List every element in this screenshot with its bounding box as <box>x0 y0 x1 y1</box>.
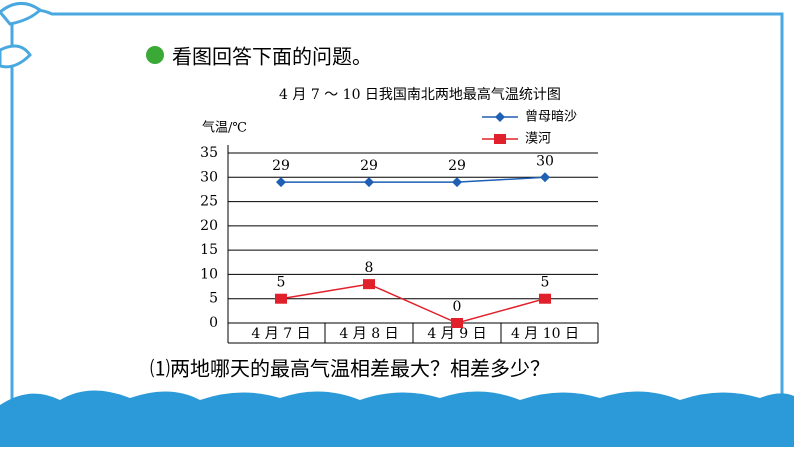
y-tick-label: 20 <box>200 218 218 234</box>
point <box>539 293 551 304</box>
data-label: 0 <box>453 299 462 315</box>
data-label: 5 <box>277 275 286 291</box>
point <box>540 172 550 183</box>
data-label: 8 <box>365 260 374 276</box>
question: ⑴两地哪天的最高气温相差最大？相差多少？ <box>150 357 550 381</box>
x-tick-label: 4 月 9 日 <box>427 326 486 342</box>
y-tick-label: 35 <box>200 145 218 161</box>
point <box>276 177 286 188</box>
cloud-decoration <box>0 2 43 69</box>
legend-label: 曾母暗沙 <box>525 110 577 125</box>
series-line <box>281 176 546 183</box>
heading: 看图回答下面的问题。 <box>172 45 372 69</box>
point <box>495 112 505 122</box>
data-label: 29 <box>448 158 466 174</box>
y-axis-label: 气温/℃ <box>202 120 247 136</box>
point <box>364 177 374 188</box>
y-tick-label: 15 <box>200 242 218 258</box>
y-tick-label: 0 <box>209 315 218 331</box>
bullet-icon <box>146 46 164 64</box>
y-tick-label: 5 <box>209 291 218 307</box>
point <box>275 293 287 304</box>
plot: 0 5 10 15 20 25 30 35 4 月 7 日 4 月 8 日 4 月 9 日 4 月 1… <box>200 110 599 344</box>
point <box>363 279 375 290</box>
data-label: 5 <box>541 275 550 291</box>
point <box>452 177 462 188</box>
x-tick-label: 4 月 10 日 <box>511 326 579 342</box>
point <box>494 134 506 144</box>
y-tick-label: 10 <box>200 266 218 282</box>
data-label: 30 <box>536 153 554 169</box>
data-label: 29 <box>272 158 290 174</box>
legend-label: 漠河 <box>525 132 551 147</box>
y-tick-label: 30 <box>200 169 218 185</box>
wave-decoration <box>0 390 794 447</box>
series-line <box>280 283 546 324</box>
point <box>451 318 463 328</box>
data-label: 29 <box>360 158 378 174</box>
x-tick-label: 4 月 7 日 <box>251 326 310 342</box>
chart-title: 4 月 7 ～ 10 日我国南北两地最高气温统计图 <box>279 86 561 103</box>
x-tick-label: 4 月 8 日 <box>339 326 398 342</box>
y-tick-label: 25 <box>200 194 218 210</box>
